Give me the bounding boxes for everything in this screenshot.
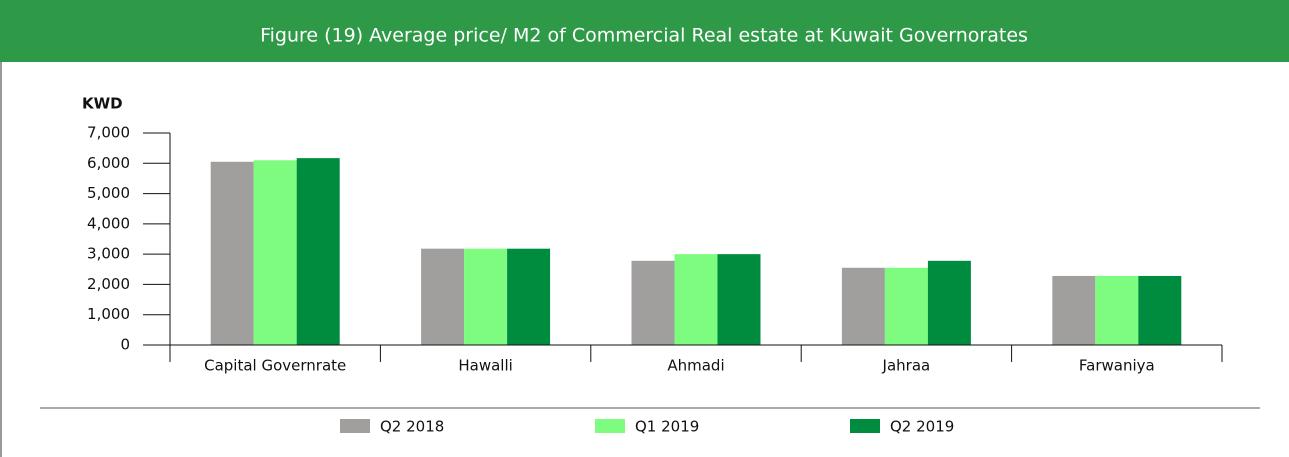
y-tick-label: 4,000 — [87, 214, 130, 232]
legend-label: Q2 2018 — [380, 418, 444, 436]
bar — [841, 267, 885, 345]
bar — [1095, 275, 1139, 345]
x-tick-label: Hawalli — [458, 357, 512, 375]
bar — [717, 254, 761, 345]
bar — [253, 160, 297, 345]
bar — [507, 248, 551, 345]
y-tick-label: 1,000 — [87, 305, 130, 323]
bar — [884, 267, 928, 345]
y-tick-label: 2,000 — [87, 275, 130, 293]
bar — [296, 158, 340, 345]
bar — [674, 254, 718, 345]
legend-swatch — [595, 419, 625, 433]
x-tick-label: Jahraa — [882, 357, 931, 375]
legend-swatch — [850, 419, 880, 433]
y-axis-label: KWD — [82, 95, 123, 113]
bar — [210, 161, 254, 345]
bar — [464, 248, 508, 345]
y-tick-label: 3,000 — [87, 245, 130, 263]
legend-label: Q1 2019 — [635, 418, 699, 436]
bar — [1052, 275, 1096, 345]
bar — [927, 260, 971, 345]
y-tick-label: 7,000 — [87, 124, 130, 142]
bar — [421, 248, 465, 345]
y-tick-label: 0 — [120, 336, 130, 354]
y-tick-label: 5,000 — [87, 184, 130, 202]
x-tick-label: Farwaniya — [1079, 357, 1155, 375]
x-tick-label: Capital Governrate — [204, 357, 346, 375]
y-tick-label: 6,000 — [87, 154, 130, 172]
chart-title: Figure (19) Average price/ M2 of Commerc… — [260, 25, 1028, 47]
legend-swatch — [340, 419, 370, 433]
bar — [1138, 275, 1182, 345]
bar — [631, 260, 675, 345]
legend-label: Q2 2019 — [890, 418, 954, 436]
x-tick-label: Ahmadi — [667, 357, 724, 375]
header-bar — [0, 0, 1289, 62]
